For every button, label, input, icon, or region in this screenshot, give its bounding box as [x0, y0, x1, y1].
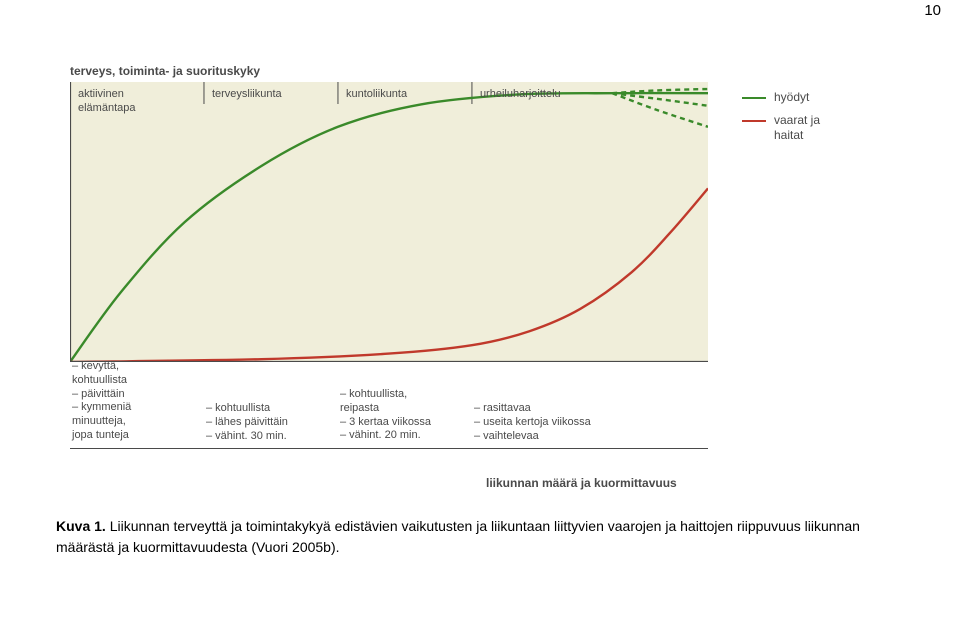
- column-header: terveysliikunta: [212, 88, 336, 102]
- caption-text: Liikunnan terveyttä ja toimintakykyä edi…: [56, 518, 860, 555]
- category-description: – kohtuullista – lähes päivittäin – vähi…: [206, 402, 340, 443]
- column-header: urheiluharjoittelu: [480, 88, 706, 102]
- column-header: aktiivinenelämäntapa: [78, 88, 202, 116]
- legend-item: vaarat jahaitat: [742, 113, 820, 143]
- category-description: – kohtuullista, reipasta – 3 kertaa viik…: [340, 388, 474, 443]
- column-header: kuntoliikunta: [346, 88, 470, 102]
- y-axis-title: terveys, toiminta- ja suorituskyky: [70, 64, 260, 78]
- page-number: 10: [924, 2, 941, 19]
- category-description: – kevyttä, kohtuullista – päivittäin – k…: [72, 360, 206, 443]
- figure-caption: Kuva 1. Liikunnan terveyttä ja toimintak…: [56, 516, 904, 558]
- category-description: – rasittavaa – useita kertoja viikossa –…: [474, 402, 790, 443]
- x-axis-title: liikunnan määrä ja kuormittavuus: [486, 476, 677, 490]
- legend: hyödyt vaarat jahaitat: [742, 90, 820, 151]
- legend-item: hyödyt: [742, 90, 820, 105]
- caption-label: Kuva 1.: [56, 518, 106, 534]
- chart-plot: [70, 82, 708, 362]
